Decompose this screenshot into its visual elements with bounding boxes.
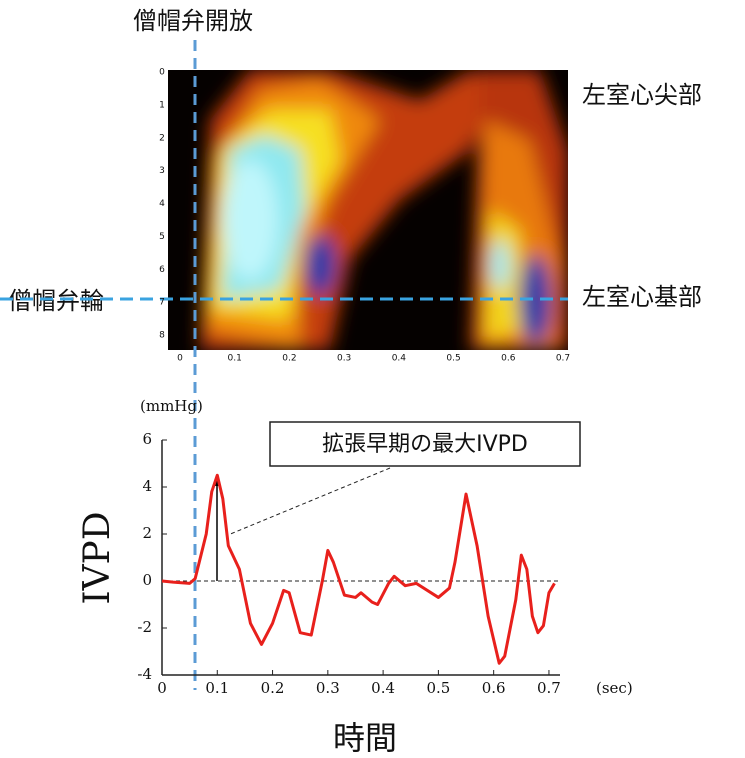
annotation-box [269, 421, 581, 467]
x-tick-label: 0.3 [337, 354, 351, 364]
x-tick-label: 0.2 [261, 679, 285, 697]
x-unit: (sec) [596, 679, 633, 697]
line-series [161, 473, 556, 665]
y-tick-label: 2 [142, 524, 152, 542]
x-tick-label: 0.2 [282, 354, 296, 364]
x-tick-label: 0.1 [205, 679, 229, 697]
y-tick-label: 5 [159, 232, 165, 242]
x-tick-label: 0.5 [446, 354, 460, 364]
x-tick-label: 0.4 [392, 354, 407, 364]
x-tick-label: 0.4 [371, 679, 395, 697]
y-tick-label: 1 [159, 100, 165, 110]
x-tick-label: 0.7 [556, 354, 570, 364]
y-tick-label: 3 [159, 166, 165, 176]
x-tick-label: 0 [177, 354, 183, 364]
y-tick-label: 4 [159, 199, 165, 209]
x-tick-label: 0 [157, 679, 167, 697]
y-tick-label: 0 [142, 571, 152, 589]
annotation: 拡張早期の最大IVPD [322, 432, 528, 457]
y-unit: (mmHg) [140, 397, 203, 415]
x-tick-label: 0.6 [501, 354, 516, 364]
y-tick-label: 6 [159, 265, 165, 275]
heatmap-image [168, 70, 568, 350]
annotation: 左室心尖部 [582, 81, 702, 109]
y-tick-label: 4 [142, 477, 152, 495]
annotation: 僧帽弁開放 [133, 7, 253, 35]
x-tick-label: 0.3 [316, 679, 340, 697]
y-tick-label: 0 [159, 68, 165, 78]
y-tick-label: 7 [159, 298, 165, 308]
annotation: 僧帽弁輪 [8, 287, 104, 315]
x-tick-label: 0.6 [482, 679, 506, 697]
y-tick-label: -4 [137, 665, 152, 683]
y-tick-label: 2 [159, 133, 165, 143]
y-axis-label: IVPD [77, 511, 118, 604]
x-tick-label: 0.7 [537, 679, 561, 697]
y-tick-label: 8 [159, 331, 165, 341]
leader-line [227, 467, 391, 536]
x-tick-label: 0.5 [426, 679, 450, 697]
y-tick-label: -2 [137, 618, 152, 636]
annotation: 左室心基部 [582, 283, 702, 311]
y-tick-label: 6 [142, 430, 152, 448]
x-axis-label: 時間 [333, 719, 397, 757]
x-tick-label: 0.1 [228, 354, 242, 364]
